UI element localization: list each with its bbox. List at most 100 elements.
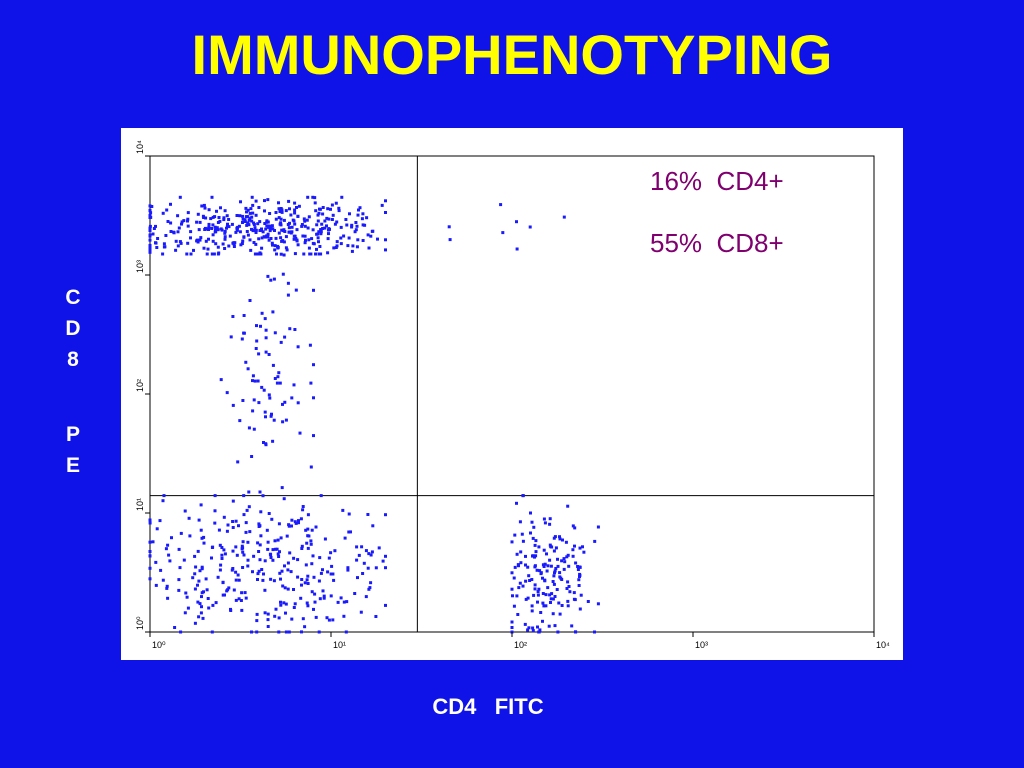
scatter-point bbox=[174, 248, 178, 252]
scatter-point bbox=[552, 549, 556, 553]
scatter-point bbox=[264, 328, 268, 332]
scatter-point bbox=[271, 243, 274, 247]
scatter-point bbox=[512, 604, 516, 608]
scatter-point bbox=[254, 347, 258, 350]
scatter-point bbox=[252, 241, 256, 244]
scatter-point bbox=[574, 630, 577, 634]
scatter-point bbox=[267, 393, 271, 397]
scatter-point bbox=[578, 573, 582, 577]
scatter-point bbox=[381, 559, 385, 563]
scatter-point bbox=[151, 540, 155, 544]
scatter-point bbox=[214, 601, 218, 605]
scatter-point bbox=[240, 591, 244, 595]
scatter-point bbox=[499, 203, 503, 207]
scatter-point bbox=[284, 246, 288, 250]
scatter-point bbox=[573, 598, 577, 602]
y-axis-letter: C bbox=[65, 286, 81, 309]
scatter-point bbox=[326, 251, 330, 255]
scatter-point bbox=[325, 224, 328, 228]
scatter-point bbox=[155, 246, 159, 249]
scatter-point bbox=[304, 238, 307, 242]
scatter-point bbox=[560, 559, 564, 563]
scatter-point bbox=[238, 419, 242, 423]
scatter-point bbox=[166, 596, 170, 600]
scatter-point bbox=[515, 594, 519, 598]
scatter-point bbox=[241, 550, 245, 554]
scatter-point bbox=[572, 591, 576, 595]
scatter-point bbox=[331, 618, 335, 622]
scatter-point bbox=[222, 216, 226, 220]
scatter-point bbox=[169, 202, 172, 206]
scatter-point bbox=[207, 606, 211, 610]
scatter-point bbox=[227, 586, 231, 590]
scatter-point bbox=[357, 208, 360, 212]
scatter-point bbox=[189, 252, 193, 256]
scatter-point bbox=[266, 540, 270, 544]
scatter-point bbox=[148, 229, 152, 232]
scatter-point bbox=[271, 558, 275, 562]
scatter-point bbox=[279, 600, 282, 604]
scatter-point bbox=[148, 577, 152, 581]
scatter-point bbox=[148, 243, 152, 247]
scatter-point bbox=[578, 546, 582, 550]
scatter-point bbox=[279, 252, 283, 256]
scatter-point bbox=[330, 218, 334, 221]
scatter-point bbox=[266, 625, 270, 628]
scatter-point bbox=[318, 207, 322, 211]
scatter-point bbox=[148, 566, 152, 570]
scatter-point bbox=[254, 199, 258, 203]
scatter-point bbox=[244, 521, 248, 525]
scatter-point bbox=[290, 225, 294, 229]
scatter-point bbox=[586, 600, 590, 603]
scatter-point bbox=[571, 548, 575, 552]
scatter-point bbox=[366, 233, 370, 237]
scatter-point bbox=[186, 219, 189, 223]
scatter-point bbox=[287, 523, 291, 527]
scatter-point bbox=[356, 576, 359, 580]
scatter-point bbox=[307, 534, 311, 538]
scatter-point bbox=[536, 590, 540, 594]
scatter-point bbox=[350, 225, 354, 229]
scatter-point bbox=[576, 568, 580, 571]
scatter-point bbox=[527, 626, 531, 630]
scatter-point bbox=[367, 246, 371, 250]
scatter-point bbox=[217, 528, 221, 532]
scatter-point bbox=[303, 241, 307, 245]
scatter-point bbox=[293, 328, 297, 331]
scatter-point bbox=[256, 252, 260, 256]
scatter-point bbox=[305, 218, 309, 222]
scatter-point bbox=[206, 247, 210, 251]
scatter-point bbox=[200, 536, 204, 540]
scatter-point bbox=[269, 414, 273, 418]
scatter-point bbox=[279, 603, 283, 607]
scatter-point bbox=[229, 335, 233, 339]
scatter-point bbox=[261, 578, 265, 582]
scatter-point bbox=[371, 229, 375, 233]
scatter-point bbox=[277, 231, 281, 235]
scatter-point bbox=[548, 517, 552, 521]
scatter-point bbox=[581, 545, 584, 549]
scatter-point bbox=[314, 209, 318, 213]
scatter-point bbox=[244, 206, 248, 210]
scatter-point bbox=[511, 594, 514, 598]
scatter-point bbox=[188, 534, 192, 538]
scatter-point bbox=[237, 597, 241, 601]
scatter-point bbox=[186, 606, 190, 610]
scatter-point bbox=[248, 217, 252, 221]
scatter-point bbox=[277, 630, 281, 634]
scatter-point bbox=[287, 199, 291, 203]
scatter-point bbox=[257, 522, 261, 526]
scatter-point bbox=[162, 245, 166, 249]
scatter-point bbox=[243, 591, 247, 595]
x-axis-label: CD4 FITC bbox=[432, 694, 544, 719]
scatter-point bbox=[300, 583, 303, 587]
scatter-point bbox=[283, 564, 286, 568]
scatter-point bbox=[189, 230, 193, 234]
scatter-point bbox=[240, 337, 244, 341]
scatter-point bbox=[529, 511, 532, 515]
scatter-point bbox=[306, 604, 310, 608]
scatter-point bbox=[566, 580, 570, 584]
scatter-point bbox=[274, 236, 278, 240]
scatter-point bbox=[210, 252, 214, 256]
scatter-point bbox=[284, 235, 288, 239]
